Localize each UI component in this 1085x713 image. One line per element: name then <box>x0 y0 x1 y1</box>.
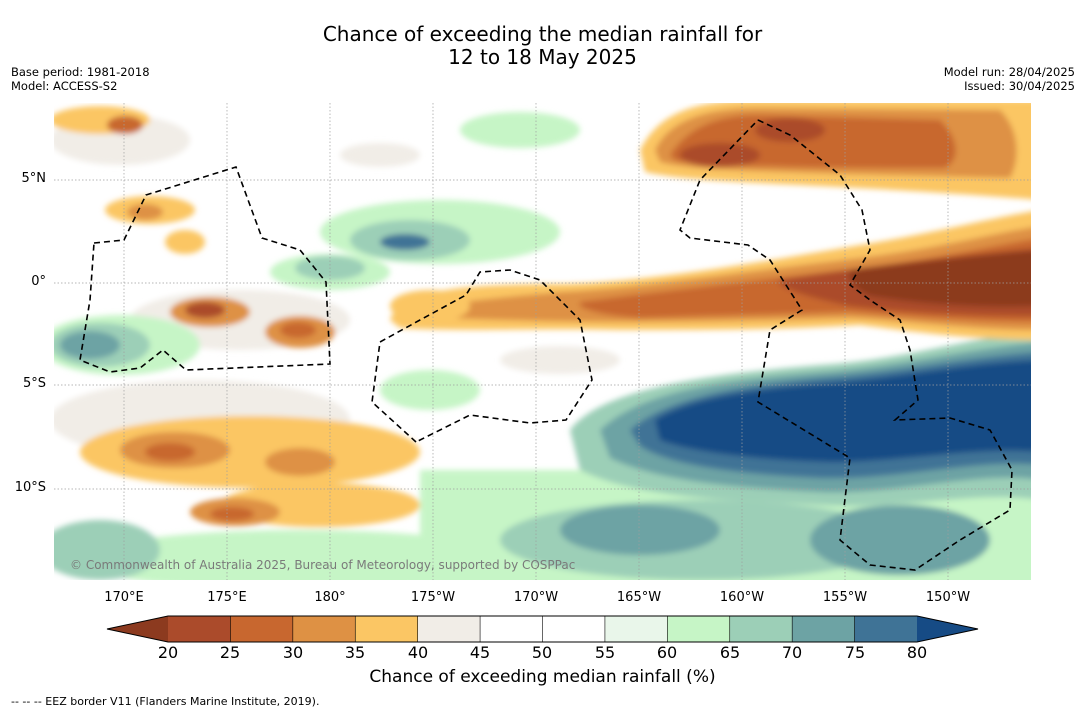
colorbar-tick: 25 <box>219 643 241 662</box>
field-patch <box>680 143 760 167</box>
colorbar <box>106 615 979 643</box>
map-title-line1: Chance of exceeding the median rainfall … <box>322 22 763 46</box>
colorbar-segment <box>729 616 793 642</box>
colorbar-tick: 20 <box>157 643 179 662</box>
colorbar-tick: 40 <box>407 643 429 662</box>
eez-footnote: -- -- -- EEZ border V11 (Flanders Marine… <box>11 695 320 708</box>
field-patch <box>265 448 335 476</box>
colorbar-segment <box>417 616 481 642</box>
lon-tick-label: 155°W <box>822 590 868 605</box>
colorbar-tick: 70 <box>781 643 803 662</box>
map-title-line2: 12 to 18 May 2025 <box>448 45 637 69</box>
lon-tick-label: 150°W <box>925 590 971 605</box>
lon-tick-label: 165°W <box>616 590 662 605</box>
lon-tick-label: 170°W <box>513 590 559 605</box>
field-patch <box>560 505 720 555</box>
colorbar-segment <box>854 616 918 642</box>
field-patch <box>340 143 420 167</box>
colorbar-segment <box>667 616 731 642</box>
lon-tick-label: 175°E <box>207 590 247 605</box>
field-patch <box>210 507 254 521</box>
lon-tick-label: 170°E <box>104 590 144 605</box>
field-patch <box>107 116 143 134</box>
colorbar-tick: 60 <box>656 643 678 662</box>
field-patch <box>755 118 825 142</box>
colorbar-tick: 75 <box>844 643 866 662</box>
model-run-text: Model run: 28/04/2025 <box>943 65 1075 79</box>
eez-border-line <box>371 269 593 443</box>
colorbar-tick: 30 <box>282 643 304 662</box>
field-patch <box>127 204 163 220</box>
field-patch <box>280 322 316 338</box>
lat-tick-label: 10°S <box>14 480 46 495</box>
colorbar-tick: 45 <box>469 643 491 662</box>
lat-tick-label: 5°N <box>21 171 47 186</box>
eez-border-line <box>79 166 331 373</box>
copyright-credit: © Commonwealth of Australia 2025, Bureau… <box>70 558 576 572</box>
colorbar-tick: 65 <box>719 643 741 662</box>
colorbar-extend-high <box>917 616 978 642</box>
field-patch <box>810 505 990 575</box>
lon-tick-label: 180° <box>314 590 346 605</box>
colorbar-extend-low <box>107 616 168 642</box>
meta-left: Base period: 1981-2018 Model: ACCESS-S2 <box>11 65 150 93</box>
eez-border-line <box>679 119 1013 571</box>
colorbar-segment <box>604 616 668 642</box>
colorbar-segment <box>480 616 543 642</box>
colorbar-label: Chance of exceeding median rainfall (%) <box>369 667 716 687</box>
colorbar-tick: 80 <box>906 643 928 662</box>
meta-right: Model run: 28/04/2025 Issued: 30/04/2025 <box>944 65 1075 93</box>
graticule <box>54 103 1031 580</box>
lon-tick-label: 160°W <box>719 590 765 605</box>
field-patch <box>380 370 480 410</box>
colorbar-segment <box>230 616 294 642</box>
base-period-text: Base period: 1981-2018 <box>11 65 150 79</box>
colorbar-segment <box>355 616 419 642</box>
colorbar-tick: 35 <box>344 643 366 662</box>
issued-text: Issued: 30/04/2025 <box>964 79 1075 93</box>
colorbar-segments <box>168 616 918 642</box>
field-patch <box>185 302 225 318</box>
field-patch <box>80 530 520 580</box>
colorbar-segment <box>168 616 231 642</box>
lon-tick-label: 175°W <box>410 590 456 605</box>
lat-tick-label: 5°S <box>22 376 46 391</box>
field-patch <box>380 234 430 250</box>
field-patch <box>145 443 195 461</box>
eez-borders <box>79 119 1013 571</box>
colorbar-segment <box>542 616 606 642</box>
colorbar-tick: 50 <box>531 643 553 662</box>
field-patch <box>60 331 120 359</box>
map-field <box>54 103 1031 580</box>
field-patch <box>165 230 205 254</box>
field-patch <box>390 290 470 322</box>
colorbar-segment <box>292 616 356 642</box>
colorbar-segment <box>792 616 856 642</box>
colorbar-outline <box>106 615 979 643</box>
field-patch <box>655 360 1031 462</box>
field-patch <box>500 346 620 374</box>
lat-tick-label: 0° <box>31 274 46 289</box>
field-patch <box>460 112 580 148</box>
field-patch <box>849 250 1031 307</box>
colorbar-tick: 55 <box>594 643 616 662</box>
field-patch <box>54 520 160 580</box>
model-text: Model: ACCESS-S2 <box>11 79 118 93</box>
